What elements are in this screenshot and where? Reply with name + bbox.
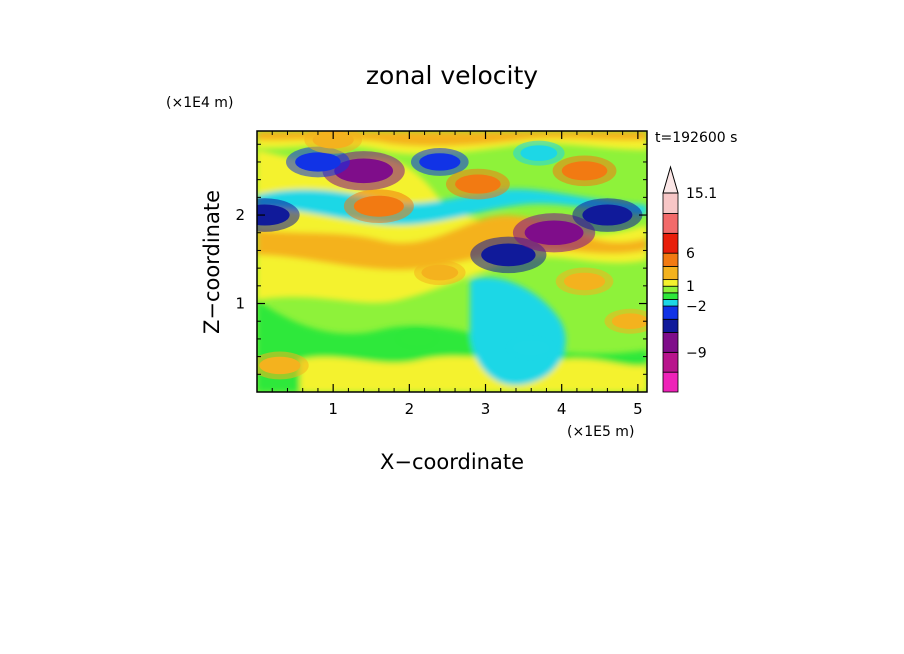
colorbar-segment [662, 305, 679, 320]
colorbar-segment [662, 292, 679, 300]
colorbar-segment [662, 192, 679, 214]
colorbar-segment [662, 285, 679, 294]
colorbar-segment [662, 351, 679, 373]
field-feature [353, 195, 404, 217]
y-tick-label: 2 [235, 206, 245, 224]
field-feature [400, 332, 434, 346]
field-feature [561, 161, 608, 181]
colorbar-label: 1 [686, 279, 695, 295]
colorbar-segment [662, 299, 679, 307]
y-axis-ticks: 12 [235, 143, 647, 375]
x-tick-label: 4 [557, 400, 567, 418]
field-feature [520, 145, 558, 161]
x-multiplier-label: (×1E5 m) [567, 424, 634, 440]
colorbar-segment [662, 252, 679, 267]
field-feature [312, 131, 354, 149]
colorbar-label: −9 [686, 345, 707, 361]
field-feature [524, 220, 584, 246]
colorbar-segment [662, 265, 679, 281]
field-feature [259, 356, 301, 375]
x-tick-label: 5 [633, 400, 643, 418]
colorbar-label: −2 [686, 299, 707, 315]
colorbar-labels: 15.1 6 1 −2 −9 [686, 186, 717, 361]
y-axis-label: Z−coordinate [200, 190, 224, 334]
x-tick-label: 3 [481, 400, 491, 418]
field-feature [481, 243, 536, 267]
field-feature [563, 272, 606, 291]
y-tick-label: 1 [235, 295, 245, 313]
contour-field [257, 131, 647, 392]
field-feature [512, 339, 550, 356]
chart-title: zonal velocity [366, 61, 538, 90]
colorbar-segment [662, 318, 679, 333]
colorbar-segment [662, 279, 679, 287]
x-tick-label: 1 [328, 400, 338, 418]
field-feature [421, 264, 459, 281]
x-tick-label: 2 [405, 400, 415, 418]
colorbar-segment [662, 213, 679, 234]
colorbar-extend-triangle [662, 165, 679, 194]
plot-frame [256, 130, 648, 393]
colorbar-segment [662, 232, 679, 254]
colorbar-label: 15.1 [686, 186, 717, 202]
colorbar-label: 6 [686, 246, 695, 262]
x-axis-label: X−coordinate [380, 450, 524, 474]
time-label: t=192600 s [655, 130, 737, 146]
field-band-4 [300, 356, 647, 392]
field-feature [295, 152, 341, 172]
colorbar [662, 165, 679, 393]
field-feature [611, 313, 647, 330]
field-features [257, 131, 647, 380]
field-feature [582, 204, 633, 226]
field-feature [419, 153, 461, 171]
y-multiplier-label: (×1E4 m) [166, 95, 233, 111]
field-feature [455, 174, 501, 194]
field-feature [257, 204, 290, 226]
x-axis-ticks: 1 2 3 4 5 [271, 131, 643, 418]
colorbar-segment [662, 332, 679, 353]
colorbar-segment [662, 371, 679, 393]
